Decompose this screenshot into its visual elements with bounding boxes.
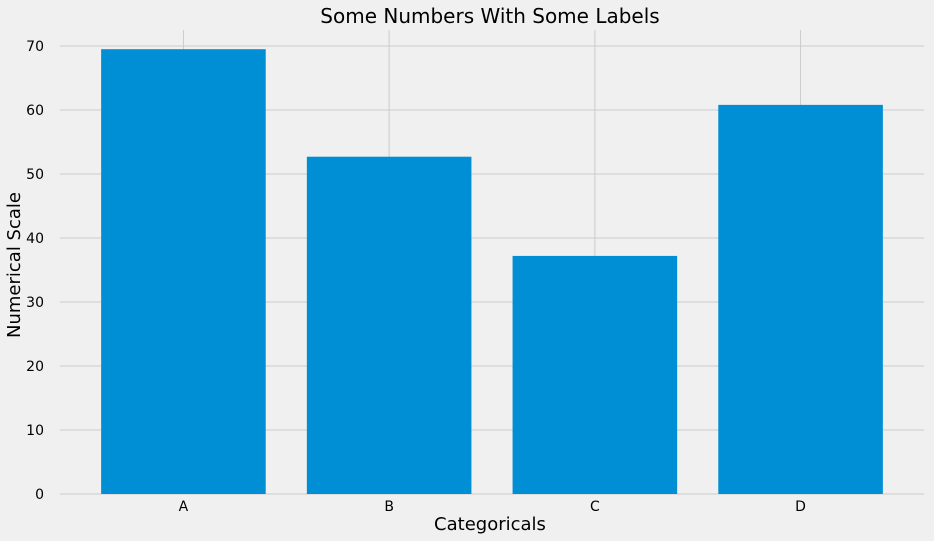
bars bbox=[101, 49, 883, 494]
y-tick-label: 60 bbox=[26, 103, 44, 119]
x-axis-label: Categoricals bbox=[434, 514, 546, 535]
y-tick-label: 50 bbox=[26, 167, 44, 183]
x-tick-label: D bbox=[795, 499, 806, 515]
x-tick-label: A bbox=[179, 499, 189, 515]
bar-C bbox=[512, 255, 678, 494]
bar-A bbox=[101, 49, 266, 494]
x-tick-labels: A B C D bbox=[179, 499, 806, 515]
bar-D bbox=[718, 104, 883, 494]
y-tick-label: 70 bbox=[26, 39, 44, 55]
bar-B bbox=[306, 156, 472, 494]
y-tick-label: 0 bbox=[35, 487, 44, 503]
x-tick-label: C bbox=[590, 499, 600, 515]
y-tick-label: 10 bbox=[26, 423, 44, 439]
y-tick-label: 30 bbox=[26, 295, 44, 311]
x-tick-label: B bbox=[384, 499, 394, 515]
y-tick-labels: 0 10 20 30 40 50 60 70 bbox=[26, 39, 44, 503]
chart-title: Some Numbers With Some Labels bbox=[320, 4, 659, 28]
y-axis-label: Numerical Scale bbox=[4, 192, 25, 338]
y-tick-label: 40 bbox=[26, 231, 44, 247]
y-tick-label: 20 bbox=[26, 359, 44, 375]
